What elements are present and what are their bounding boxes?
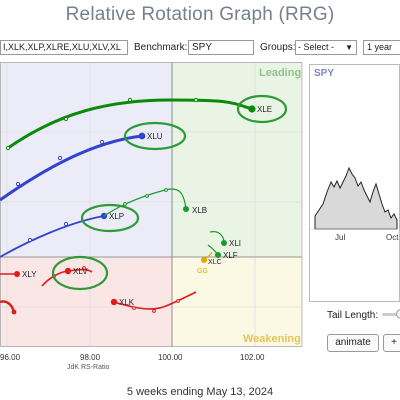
lagging-quadrant (0, 257, 172, 347)
tail-xlb-point (123, 202, 127, 206)
grid-lines (0, 62, 302, 347)
x-tick-label: 100.00 (158, 353, 183, 362)
tail-xlv-head (64, 267, 72, 275)
tail-gg-label: GG (197, 268, 208, 275)
tail-xly[interactable]: XLY (0, 270, 37, 279)
tail-xlu[interactable]: XLU (0, 132, 163, 202)
symbols-input[interactable]: I,XLK,XLP,XLRE,XLU,XLV,XL (0, 40, 128, 55)
benchmark-label: Benchmark: (134, 42, 188, 53)
weakening-label: Weakening (243, 333, 301, 345)
tail-xlp-point (27, 237, 33, 243)
groups-select[interactable]: - Select - ▼ (295, 40, 357, 55)
tail-xlp-point (63, 221, 69, 227)
weakening-quadrant (172, 257, 302, 347)
tail-xlu-point (15, 181, 21, 187)
date-range-caption: 5 weeks ending May 13, 2024 (126, 386, 274, 398)
groups-select-value: - Select - (298, 42, 335, 52)
page-title: Relative Rotation Graph (RRG) (65, 4, 335, 25)
tail-xlb-label: XLB (192, 206, 207, 215)
mini-chart-area (314, 166, 398, 230)
slider-thumb[interactable] (396, 309, 400, 319)
tail-xli-label: XLI (229, 239, 241, 248)
tail-xlu-head (138, 132, 146, 140)
x-axis-title: JdK RS-Ratio (67, 364, 110, 371)
toolbar: I,XLK,XLP,XLRE,XLU,XLV,XL Benchmark: SPY… (0, 40, 400, 58)
x-tick-label: 98.00 (80, 353, 101, 362)
slider-track (382, 313, 400, 316)
benchmark-mini-chart[interactable]: SPY Jul Oct (309, 64, 400, 302)
tail-xle-point (127, 97, 133, 103)
improving-quadrant (0, 62, 172, 257)
highlight-ellipse-xle (236, 94, 288, 124)
tail-xlp-line (0, 215, 105, 258)
animate-button[interactable]: animate (327, 334, 379, 352)
period-select[interactable]: 1 year (363, 40, 400, 55)
tail-left-red-head (11, 309, 17, 315)
tail-xlk-line (113, 291, 197, 310)
tail-xlc-label: XLC (208, 259, 222, 266)
highlight-ellipse-xlp (80, 203, 140, 233)
benchmark-input[interactable]: SPY (188, 40, 254, 55)
tail-xlu-point (99, 139, 105, 145)
tail-xlk-label: XLK (119, 298, 135, 307)
tail-xlu-label: XLU (147, 132, 163, 141)
tail-left-red[interactable] (0, 300, 17, 315)
tail-xlb-head (183, 206, 189, 212)
highlight-ellipse-xlv (51, 255, 109, 291)
tail-xle-point (193, 97, 199, 103)
tail-xlc-head (201, 257, 207, 263)
tail-xle-label: XLE (257, 105, 272, 114)
groups-label: Groups: (260, 42, 296, 53)
tail-xlf[interactable]: XLF (207, 244, 238, 260)
tail-xli-head (221, 240, 227, 246)
tail-xle[interactable]: XLE (5, 97, 272, 151)
tail-xlf-label: XLF (223, 251, 238, 260)
x-tick-label: 96.00 (0, 353, 21, 362)
tail-xlb-point (145, 194, 149, 198)
tail-xlk-point (152, 309, 156, 313)
tail-xlp-label: XLP (109, 212, 124, 221)
tail-xly-label: XLY (22, 270, 37, 279)
tail-xlk[interactable]: XLK (110, 291, 197, 313)
mini-chart-symbol: SPY (314, 68, 334, 79)
mini-chart-svg: SPY Jul Oct (309, 68, 399, 242)
tail-xle-line (7, 98, 253, 150)
tail-xle-point (63, 116, 69, 122)
tail-xli[interactable]: XLI (209, 231, 241, 248)
mini-x-label: Oct (386, 233, 399, 242)
highlight-circles (51, 94, 288, 291)
tail-xlu-point (57, 155, 63, 161)
center-axes (0, 62, 302, 347)
tail-length-label: Tail Length: (327, 310, 379, 321)
plus-button[interactable]: + (383, 334, 400, 352)
tail-xlf-head (215, 252, 221, 258)
tail-xlb-point (164, 188, 168, 192)
highlight-ellipse-xlu (123, 121, 187, 151)
rrg-chart[interactable]: Leading Weakening XLE XLU XLP XLB (0, 62, 305, 347)
tail-xlk-point (132, 306, 136, 310)
x-axis-labels: 96.00 98.00 100.00 102.00 JdK RS-Ratio (0, 353, 305, 375)
tail-xlc[interactable]: XLC (201, 251, 222, 266)
tail-xlv-label: XLV (73, 267, 88, 276)
chart-border (0, 62, 303, 347)
tail-xlk-head (110, 298, 118, 306)
tail-xle-head (248, 105, 256, 113)
tail-length-slider[interactable] (382, 309, 400, 319)
chevron-down-icon: ▼ (345, 43, 353, 52)
leading-quadrant (172, 62, 302, 257)
tail-xle-point (5, 145, 11, 151)
mini-x-label: Jul (335, 233, 345, 242)
period-select-value: 1 year (367, 42, 393, 52)
tail-xlv-point (82, 266, 86, 270)
leading-label: Leading (259, 67, 301, 79)
tail-xly-head (14, 271, 20, 277)
tail-xlu-line (0, 134, 143, 202)
tail-xlk-point (176, 299, 180, 303)
x-tick-label: 102.00 (240, 353, 265, 362)
